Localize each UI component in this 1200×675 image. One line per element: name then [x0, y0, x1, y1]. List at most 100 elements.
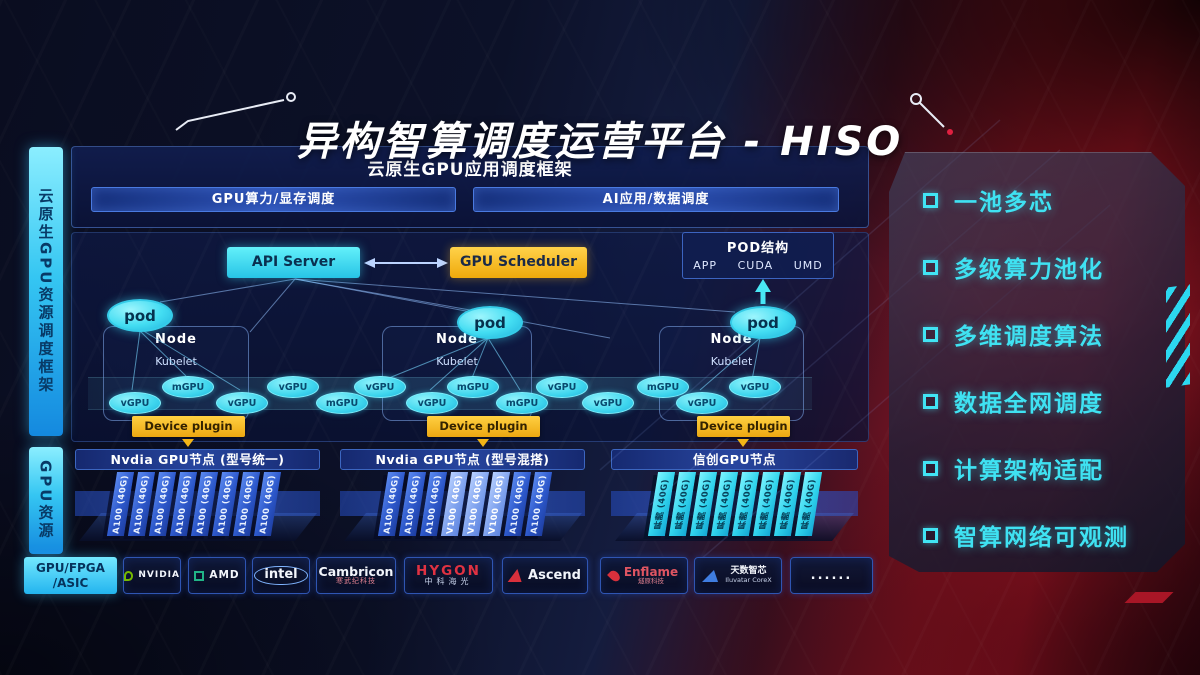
gpu-section-domestic: 信创GPU节点 昇腾 (40G) 昇腾 (40G) 昇腾 (40G) 昇腾 (40G)… — [611, 449, 858, 556]
vendor-name: ...... — [810, 567, 853, 583]
sidebar-frame-bar: 云原生GPU资源调度框架 — [29, 147, 63, 436]
sidebar-resource-label: GPU资源 — [36, 460, 55, 541]
feature-item: 多维调度算法 — [923, 322, 1185, 346]
feature-list: 一池多芯 多级算力池化 多维调度算法 数据全网调度 计算架构适配 智算网络可观测 — [923, 188, 1185, 547]
mgpu-ellipse: mGPU — [637, 376, 689, 398]
feature-label: 多级算力池化 — [954, 257, 1104, 283]
vendor-subname: 寒武纪科技 — [336, 577, 376, 586]
pod-structure-box: POD结构 APP CUDA UMD — [682, 232, 834, 279]
device-plugin-box: Device plugin — [697, 416, 790, 437]
feature-panel: 一池多芯 多级算力池化 多维调度算法 数据全网调度 计算架构适配 智算网络可观测 — [889, 152, 1185, 572]
vendor-name: HYGON — [416, 563, 481, 580]
nvidia-logo-icon — [124, 570, 134, 581]
pod-structure-item-app: APP — [693, 259, 718, 272]
pill-ai-data-scheduling: AI应用/数据调度 — [473, 187, 839, 212]
vgpu-ellipse: vGPU — [267, 376, 319, 398]
vendor-logo-intel: intel — [252, 557, 310, 594]
vendor-name: NVIDIA — [138, 569, 180, 580]
hardware-types-box: GPU/FPGA /ASIC — [24, 557, 117, 594]
square-bullet-icon — [923, 193, 938, 208]
ascend-logo-icon — [507, 569, 525, 582]
pod-structure-item-cuda: CUDA — [737, 259, 774, 272]
vendor-logo-amd: AMD — [188, 557, 246, 594]
vendor-name: intel — [254, 565, 308, 586]
page-title: 异构智算调度运营平台 - HISO — [296, 118, 904, 165]
vgpu-ellipse: vGPU — [536, 376, 588, 398]
vendor-logo-enflame: Enflame 燧原科技 — [600, 557, 688, 594]
square-bullet-icon — [923, 461, 938, 476]
square-bullet-icon — [923, 327, 938, 342]
feature-item: 数据全网调度 — [923, 389, 1185, 413]
feature-label: 一池多芯 — [954, 190, 1054, 216]
vendor-logo-dots: ...... — [790, 557, 873, 594]
hazard-stripes-decoration — [1166, 284, 1190, 388]
vendor-subname: 中科海光 — [424, 577, 473, 587]
square-bullet-icon — [923, 394, 938, 409]
vendor-logo-nvidia: NVIDIA — [123, 557, 181, 594]
enflame-logo-icon — [606, 568, 622, 583]
vendor-logo-iluvatar: 天数智芯 Iluvatar CoreX — [694, 557, 782, 594]
sidebar-frame-label: 云原生GPU资源调度框架 — [36, 188, 55, 395]
gpu-section-uniform: Nvdia GPU节点 (型号统一) A100 (40G) A100 (40G) A… — [75, 449, 320, 556]
feature-item: 多级算力池化 — [923, 255, 1185, 279]
vgpu-ellipse: vGPU — [582, 392, 634, 414]
vendor-subname: Iluvatar CoreX — [725, 575, 772, 584]
feature-item: 计算架构适配 — [923, 456, 1185, 480]
vendor-logo-hygon: HYGON 中科海光 — [404, 557, 493, 594]
vendor-subname: 燧原科技 — [638, 577, 664, 586]
vendor-name: Cambricon — [318, 564, 394, 580]
vgpu-ellipse: vGPU — [406, 392, 458, 414]
vgpu-ellipse: vGPU — [216, 392, 268, 414]
iluvatar-logo-icon — [702, 569, 723, 582]
api-server-box: API Server — [227, 247, 360, 278]
down-arrow-icon — [477, 439, 489, 447]
pod-structure-title: POD结构 — [726, 241, 790, 256]
feature-label: 计算架构适配 — [954, 458, 1104, 484]
feature-item: 一池多芯 — [923, 188, 1185, 212]
mgpu-ellipse: mGPU — [316, 392, 368, 414]
red-slash-decoration — [1124, 592, 1174, 603]
amd-logo-icon — [194, 570, 205, 581]
feature-label: 多维调度算法 — [954, 324, 1104, 350]
hardware-types-line2: /ASIC — [52, 575, 89, 590]
vgpu-ellipse: vGPU — [676, 392, 728, 414]
gpu-scheduler-box: GPU Scheduler — [450, 247, 587, 278]
pod-ellipse: pod — [107, 299, 173, 332]
pod-ellipse: pod — [730, 306, 796, 339]
device-plugin-box: Device plugin — [427, 416, 540, 437]
gpu-section-header: Nvdia GPU节点 (型号统一) — [75, 449, 320, 470]
vendor-logo-ascend: Ascend — [502, 557, 588, 594]
square-bullet-icon — [923, 260, 938, 275]
vendor-name: 天数智芯 — [730, 566, 767, 577]
node-label: Node — [155, 332, 197, 347]
sidebar-resource-bar: GPU资源 — [29, 447, 63, 554]
device-plugin-box: Device plugin — [132, 416, 245, 437]
vendor-logo-cambricon: Cambricon 寒武纪科技 — [316, 557, 396, 594]
gpu-section-header: Nvdia GPU节点 (型号混搭) — [340, 449, 585, 470]
vgpu-ellipse: vGPU — [354, 376, 406, 398]
down-arrow-icon — [737, 439, 749, 447]
kubelet-label: Kubelet — [155, 355, 197, 368]
feature-label: 智算网络可观测 — [954, 525, 1129, 551]
kubelet-label: Kubelet — [436, 355, 478, 368]
gpu-section-mixed: Nvdia GPU节点 (型号混搭) A100 (40G) A100 (40G) A… — [340, 449, 585, 556]
app-panel-title: 云原生GPU应用调度框架 — [367, 160, 573, 180]
pod-ellipse: pod — [457, 306, 523, 339]
kubelet-label: Kubelet — [710, 355, 753, 368]
mgpu-ellipse: mGPU — [496, 392, 548, 414]
square-bullet-icon — [923, 528, 938, 543]
gpu-section-header: 信创GPU节点 — [611, 449, 858, 470]
vendor-name: Ascend — [528, 567, 581, 583]
feature-label: 数据全网调度 — [954, 391, 1104, 417]
mgpu-ellipse: mGPU — [447, 376, 499, 398]
feature-item: 智算网络可观测 — [923, 523, 1185, 547]
pill-gpu-compute-scheduling: GPU算力/显存调度 — [91, 187, 456, 212]
down-arrow-icon — [182, 439, 194, 447]
vendor-name: Enflame — [623, 564, 679, 579]
pod-structure-items: APP CUDA UMD — [683, 259, 833, 272]
vendor-name: AMD — [209, 568, 240, 581]
vgpu-ellipse: vGPU — [109, 392, 161, 414]
hardware-types-line1: GPU/FPGA — [36, 560, 105, 575]
mgpu-ellipse: mGPU — [162, 376, 214, 398]
